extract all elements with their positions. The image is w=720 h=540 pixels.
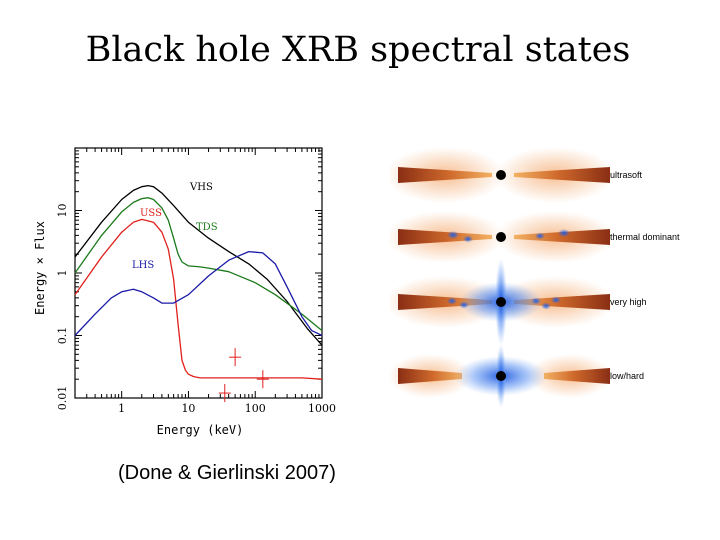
corona-blob (551, 296, 561, 304)
y-tick-label: 1 (56, 270, 69, 277)
y-axis-label: Energy × Flux (33, 221, 47, 315)
corona-blob (541, 302, 551, 310)
x-tick-label: 100 (245, 402, 266, 415)
corona-blob (447, 231, 459, 239)
x-tick-label: 1 (118, 402, 125, 415)
disk-right (514, 229, 610, 245)
series-label-lhs: LHS (132, 260, 154, 271)
series-line-lhs (74, 250, 323, 337)
y-tick-label: 0.1 (56, 327, 69, 345)
series-line-tds (74, 197, 323, 332)
panel-ultrasoft: ultrasoft (390, 147, 643, 203)
y-tick-label: 10 (56, 204, 69, 218)
data-point (229, 348, 242, 367)
panel-label: very high (610, 297, 647, 307)
panel-label: low/hard (610, 371, 644, 381)
disk-left (398, 294, 492, 310)
corona-blob (535, 232, 545, 240)
x-tick-label: 10 (181, 402, 195, 415)
black-hole-icon (496, 371, 506, 381)
x-tick-label: 1000 (308, 402, 336, 415)
series-line-vhs (74, 184, 323, 346)
disk-right (544, 368, 610, 384)
corona-blob (531, 297, 541, 305)
x-axis-label: Energy (keV) (157, 423, 244, 437)
corona-blob (463, 235, 473, 243)
slide-title: Black hole XRB spectral states (85, 30, 631, 70)
disk-right (514, 167, 610, 183)
series-line-uss (74, 218, 323, 380)
spectrum-chart: 1 10 100 1000 0.01 0.1 1 10 VHS USS TDS LHS Energy… (33, 147, 336, 437)
black-hole-icon (496, 297, 506, 307)
panel-low-hard: low/hard (390, 344, 644, 408)
disk-left (398, 167, 492, 183)
citation: (Done & Gierlinski 2007) (118, 462, 336, 484)
disk-left (398, 229, 492, 245)
panel-label: thermal dominant (610, 232, 680, 242)
state-diagram: ultrasoft thermal dominant very high (390, 147, 680, 408)
black-hole-icon (496, 170, 506, 180)
disk-left (398, 368, 462, 384)
panel-thermal-dominant: thermal dominant (390, 211, 680, 263)
series-label-uss: USS (140, 208, 162, 219)
corona-blob (447, 297, 457, 305)
panel-label: ultrasoft (610, 170, 643, 180)
corona-blob (558, 229, 570, 237)
data-point (218, 384, 231, 403)
series-label-tds: TDS (196, 222, 218, 233)
panel-very-high: very high (390, 258, 647, 346)
disk-right (514, 294, 610, 310)
y-tick-label: 0.01 (56, 386, 69, 411)
series-label-vhs: VHS (189, 182, 213, 193)
data-point (256, 370, 269, 389)
black-hole-icon (496, 232, 506, 242)
corona-blob (459, 301, 469, 309)
